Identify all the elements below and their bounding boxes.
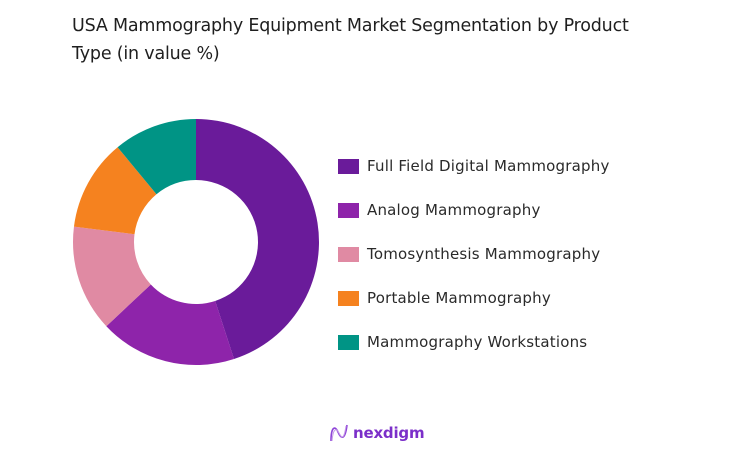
nexdigm-logo: nexdigm — [329, 423, 425, 443]
donut-segment — [73, 226, 151, 327]
donut-segment — [196, 119, 319, 359]
legend-label: Analog Mammography — [367, 201, 541, 219]
legend-label: Mammography Workstations — [367, 333, 588, 351]
legend-swatch — [338, 334, 359, 350]
legend-swatch — [338, 290, 359, 306]
donut-segment — [73, 147, 157, 235]
donut-segment — [106, 284, 235, 365]
legend-swatch — [338, 158, 359, 174]
legend-item: Tomosynthesis Mammography — [338, 232, 610, 276]
legend-label: Tomosynthesis Mammography — [367, 245, 601, 263]
legend-label: Portable Mammography — [367, 289, 551, 307]
nexdigm-wave-icon — [330, 424, 348, 442]
legend-item: Analog Mammography — [338, 188, 610, 232]
chart-title: USA Mammography Equipment Market Segment… — [72, 16, 629, 64]
legend-swatch — [338, 202, 359, 218]
legend-label: Full Field Digital Mammography — [367, 157, 610, 175]
legend-swatch — [338, 246, 359, 262]
brand-name: nexdigm — [353, 424, 425, 442]
legend-item: Portable Mammography — [338, 276, 610, 320]
donut-segment — [117, 119, 196, 195]
legend-item: Full Field Digital Mammography — [338, 144, 610, 188]
chart-legend: Full Field Digital Mammography Analog Ma… — [338, 144, 610, 364]
legend-item: Mammography Workstations — [338, 320, 610, 364]
